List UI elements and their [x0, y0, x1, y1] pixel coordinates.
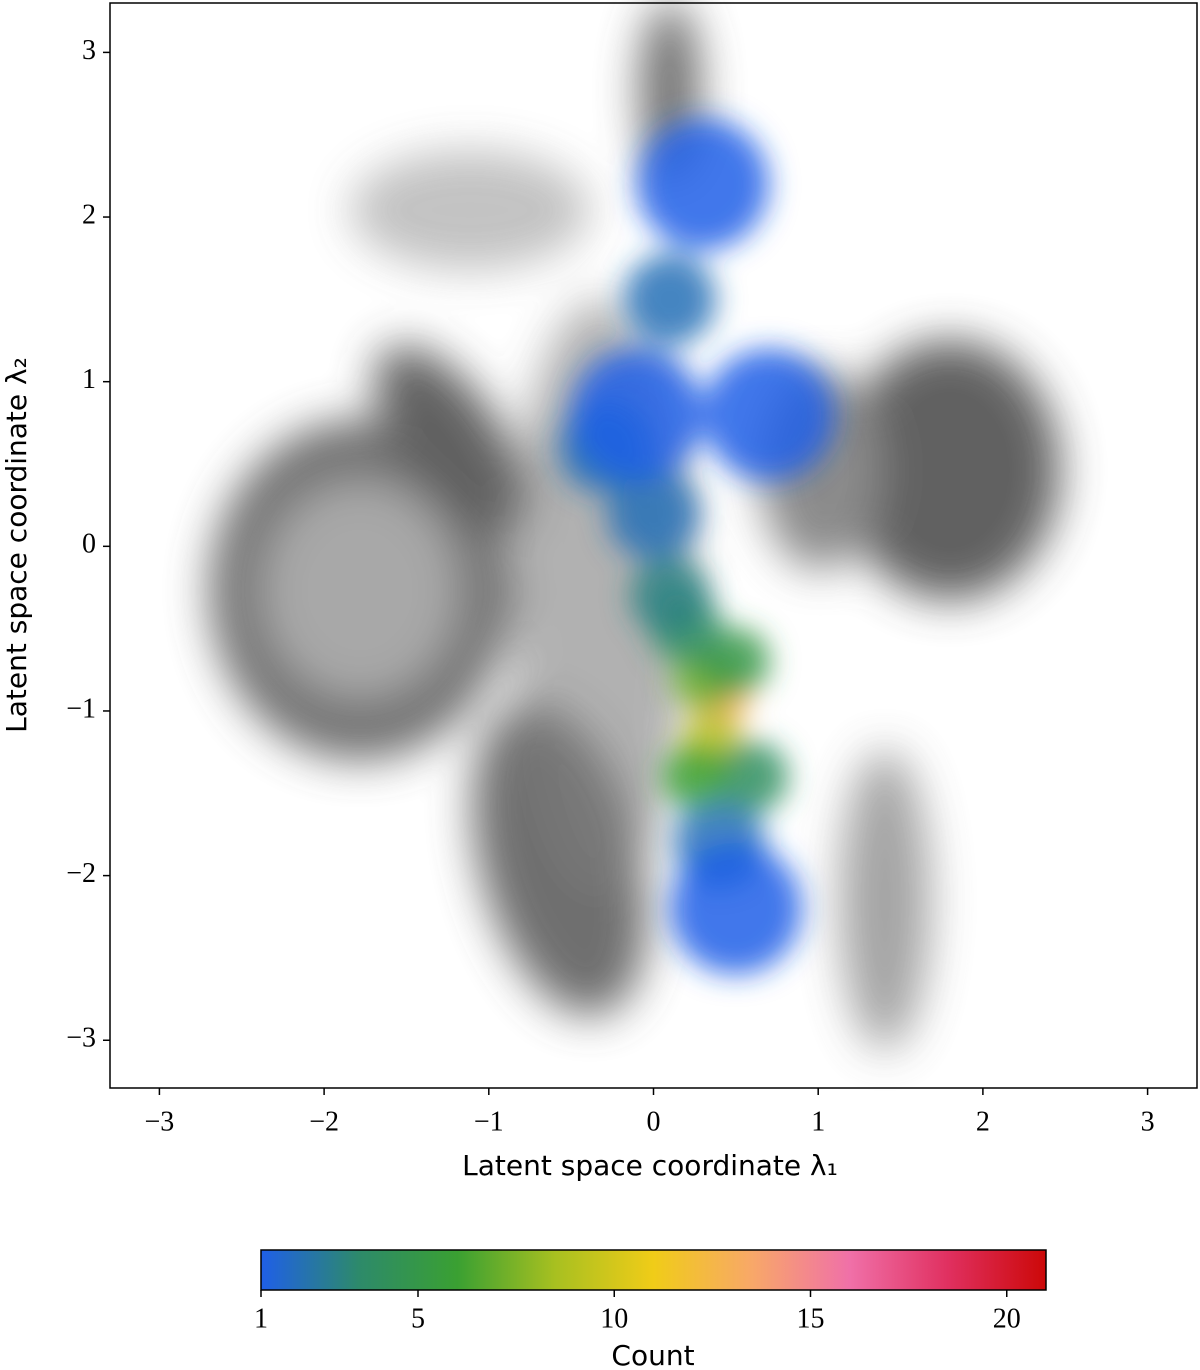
density-layer	[558, 118, 835, 975]
y-tick-label: 1	[82, 364, 96, 395]
colorbar-tick-label: 5	[411, 1303, 425, 1334]
density-point	[716, 740, 789, 813]
y-tick-label: −1	[66, 693, 96, 724]
colorbar	[260, 1249, 1047, 1291]
x-axis-label: Latent space coordinate λ₁	[462, 1149, 838, 1182]
y-tick-label: 2	[82, 199, 96, 230]
density-point	[702, 348, 835, 481]
density-point	[701, 627, 770, 696]
density-point	[623, 253, 716, 346]
density-point	[669, 842, 802, 975]
x-tick-label: −1	[474, 1106, 504, 1137]
colorbar-tick-label: 1	[254, 1303, 268, 1334]
x-tick-label: −2	[309, 1106, 339, 1137]
x-tick-label: 1	[811, 1106, 825, 1137]
y-tick-label: −2	[66, 858, 96, 889]
gray-clusters	[210, 0, 1060, 1050]
density-point	[630, 556, 710, 636]
colorbar-tick-label: 10	[600, 1303, 628, 1334]
density-point	[662, 744, 728, 810]
y-tick-label: 3	[82, 35, 96, 66]
y-tick-label: 0	[82, 529, 96, 560]
x-tick-label: 2	[976, 1106, 990, 1137]
colorbar-tick-label: 20	[993, 1303, 1021, 1334]
x-tick-label: −3	[145, 1106, 175, 1137]
density-point	[571, 348, 704, 481]
x-tick-label: 3	[1141, 1106, 1155, 1137]
x-tick-label: 0	[647, 1106, 661, 1137]
colorbar-label: Count	[611, 1339, 694, 1370]
y-axis-label: Latent space coordinate λ₂	[0, 357, 33, 733]
density-point	[607, 467, 700, 560]
density-point	[636, 118, 769, 251]
y-tick-label: −3	[66, 1023, 96, 1054]
colorbar-tick-label: 15	[797, 1303, 825, 1334]
